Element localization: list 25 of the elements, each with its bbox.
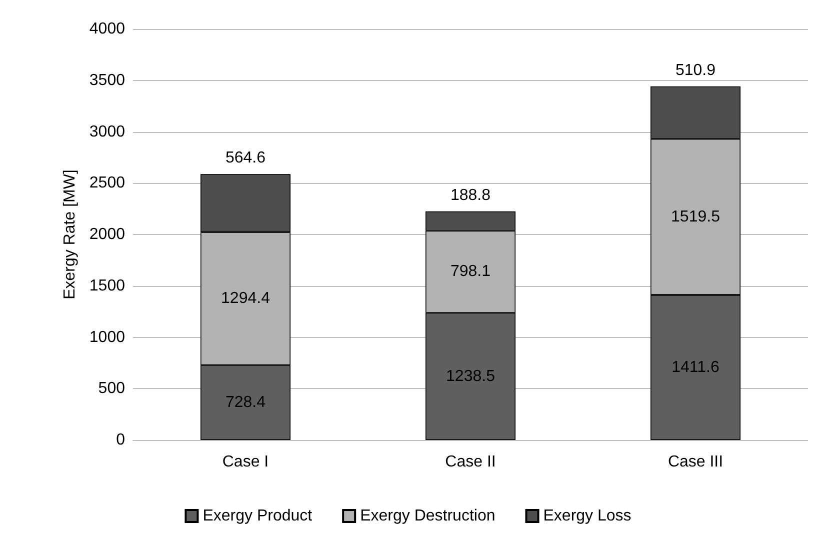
data-label: 798.1 [450, 263, 491, 280]
y-tick-label: 1000 [89, 328, 126, 346]
legend-label: Exergy Product [202, 508, 313, 524]
data-label: 564.6 [225, 150, 266, 167]
legend-label: Exergy Destruction [360, 508, 496, 524]
x-tick-label: Case III [668, 454, 724, 470]
y-tick-label: 1500 [89, 277, 126, 294]
y-tick-label: 2500 [89, 174, 126, 192]
data-label: 728.4 [225, 394, 266, 412]
data-label: 188.8 [450, 186, 491, 204]
y-tick-label: 3000 [89, 123, 126, 140]
y-tick-label: 0 [116, 432, 126, 448]
data-label: 1238.5 [446, 368, 496, 385]
data-label: 1519.5 [671, 208, 720, 226]
data-label: 1294.4 [221, 290, 270, 308]
legend-label: Exergy Loss [543, 508, 632, 524]
y-axis-title: Exergy Rate [MW] [62, 170, 78, 300]
y-tick-label: 2000 [89, 226, 126, 243]
data-label: 1411.6 [672, 358, 720, 376]
data-label: 510.9 [675, 62, 716, 79]
x-tick-label: Case II [445, 454, 496, 470]
x-tick-label: Case I [222, 454, 269, 470]
y-tick-label: 4000 [89, 20, 126, 38]
y-tick-label: 3500 [89, 72, 126, 89]
y-tick-label: 500 [98, 380, 126, 398]
